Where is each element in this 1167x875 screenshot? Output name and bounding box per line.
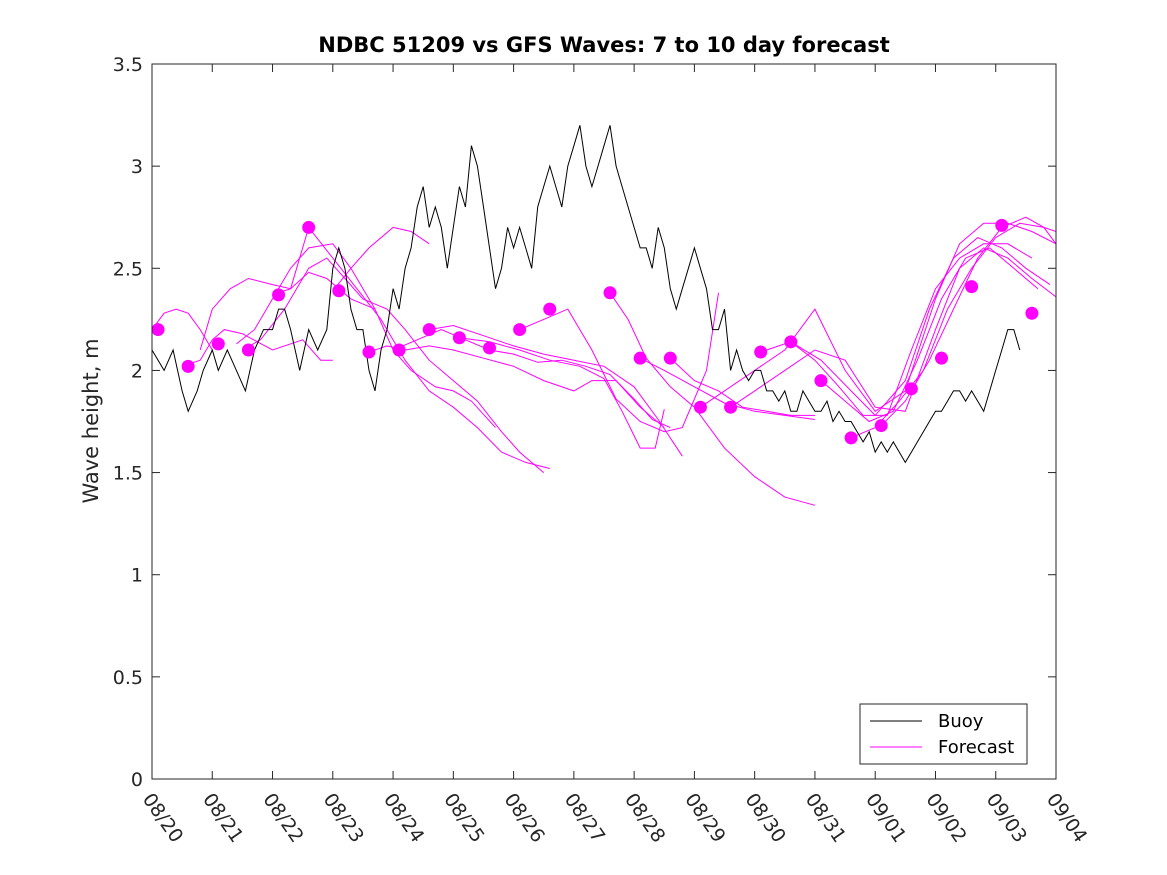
legend-box	[859, 703, 1028, 765]
forecast-marker	[482, 341, 496, 355]
forecast-marker	[392, 343, 406, 357]
forecast-marker	[995, 218, 1009, 232]
buoy-line	[152, 125, 1021, 464]
forecast-line	[850, 222, 1056, 439]
forecast-marker	[724, 400, 738, 414]
forecast-marker	[543, 302, 557, 316]
forecast-marker	[844, 431, 858, 445]
forecast-line	[181, 329, 333, 367]
forecast-marker	[784, 335, 798, 349]
forecast-marker	[332, 284, 346, 298]
forecast-marker	[211, 337, 225, 351]
forecast-line	[730, 247, 1056, 412]
forecast-marker	[513, 323, 527, 337]
forecast-marker	[302, 220, 316, 234]
forecast-line	[152, 308, 213, 351]
forecast-marker	[422, 323, 436, 337]
forecast-marker	[181, 359, 195, 373]
forecast-marker	[633, 351, 647, 365]
forecast-marker	[362, 345, 376, 359]
legend-buoy-label: Buoy	[938, 711, 984, 732]
y-axis-label: Wave height, m	[79, 338, 103, 503]
forecast-line	[790, 243, 1033, 416]
forecast-line	[760, 237, 1051, 417]
forecast-line	[519, 292, 719, 433]
y-ticks: 0 0.5 1 1.5 2 2.5 3 3.5	[113, 54, 1056, 791]
forecast-marker	[663, 351, 677, 365]
forecast-marker	[814, 374, 828, 388]
forecast-line	[392, 329, 671, 429]
legend: Buoy Forecast	[859, 703, 1028, 765]
y-tick-label: 0.5	[113, 667, 143, 689]
marker-layer	[151, 218, 1039, 445]
forecast-line	[669, 357, 815, 416]
forecast-marker	[151, 323, 165, 337]
forecast-line	[242, 257, 545, 473]
forecast-marker	[1025, 306, 1039, 320]
forecast-marker	[754, 345, 768, 359]
y-tick-label: 0	[131, 769, 143, 791]
y-tick-label: 3	[131, 156, 143, 178]
y-tick-label: 1.5	[113, 463, 143, 485]
forecast-line	[429, 324, 683, 457]
forecast-line	[820, 247, 1039, 423]
forecast-marker	[874, 419, 888, 433]
chart-title: NDBC 51209 vs GFS Waves: 7 to 10 day for…	[318, 33, 889, 57]
forecast-line	[459, 337, 665, 449]
forecast-marker	[965, 280, 979, 294]
axes-box	[151, 63, 1057, 780]
forecast-marker	[904, 382, 918, 396]
forecast-marker	[693, 400, 707, 414]
y-tick-label: 1	[131, 565, 143, 587]
legend-forecast-label: Forecast	[938, 737, 1014, 758]
forecast-marker	[934, 351, 948, 365]
forecast-marker	[241, 343, 255, 357]
y-tick-label: 2	[131, 360, 143, 382]
forecast-line	[639, 357, 815, 420]
forecast-marker	[603, 286, 617, 300]
y-tick-label: 3.5	[113, 54, 143, 76]
y-tick-label: 2.5	[113, 258, 143, 280]
forecast-line	[332, 226, 430, 292]
forecast-marker	[272, 288, 286, 302]
forecast-marker	[452, 331, 466, 345]
